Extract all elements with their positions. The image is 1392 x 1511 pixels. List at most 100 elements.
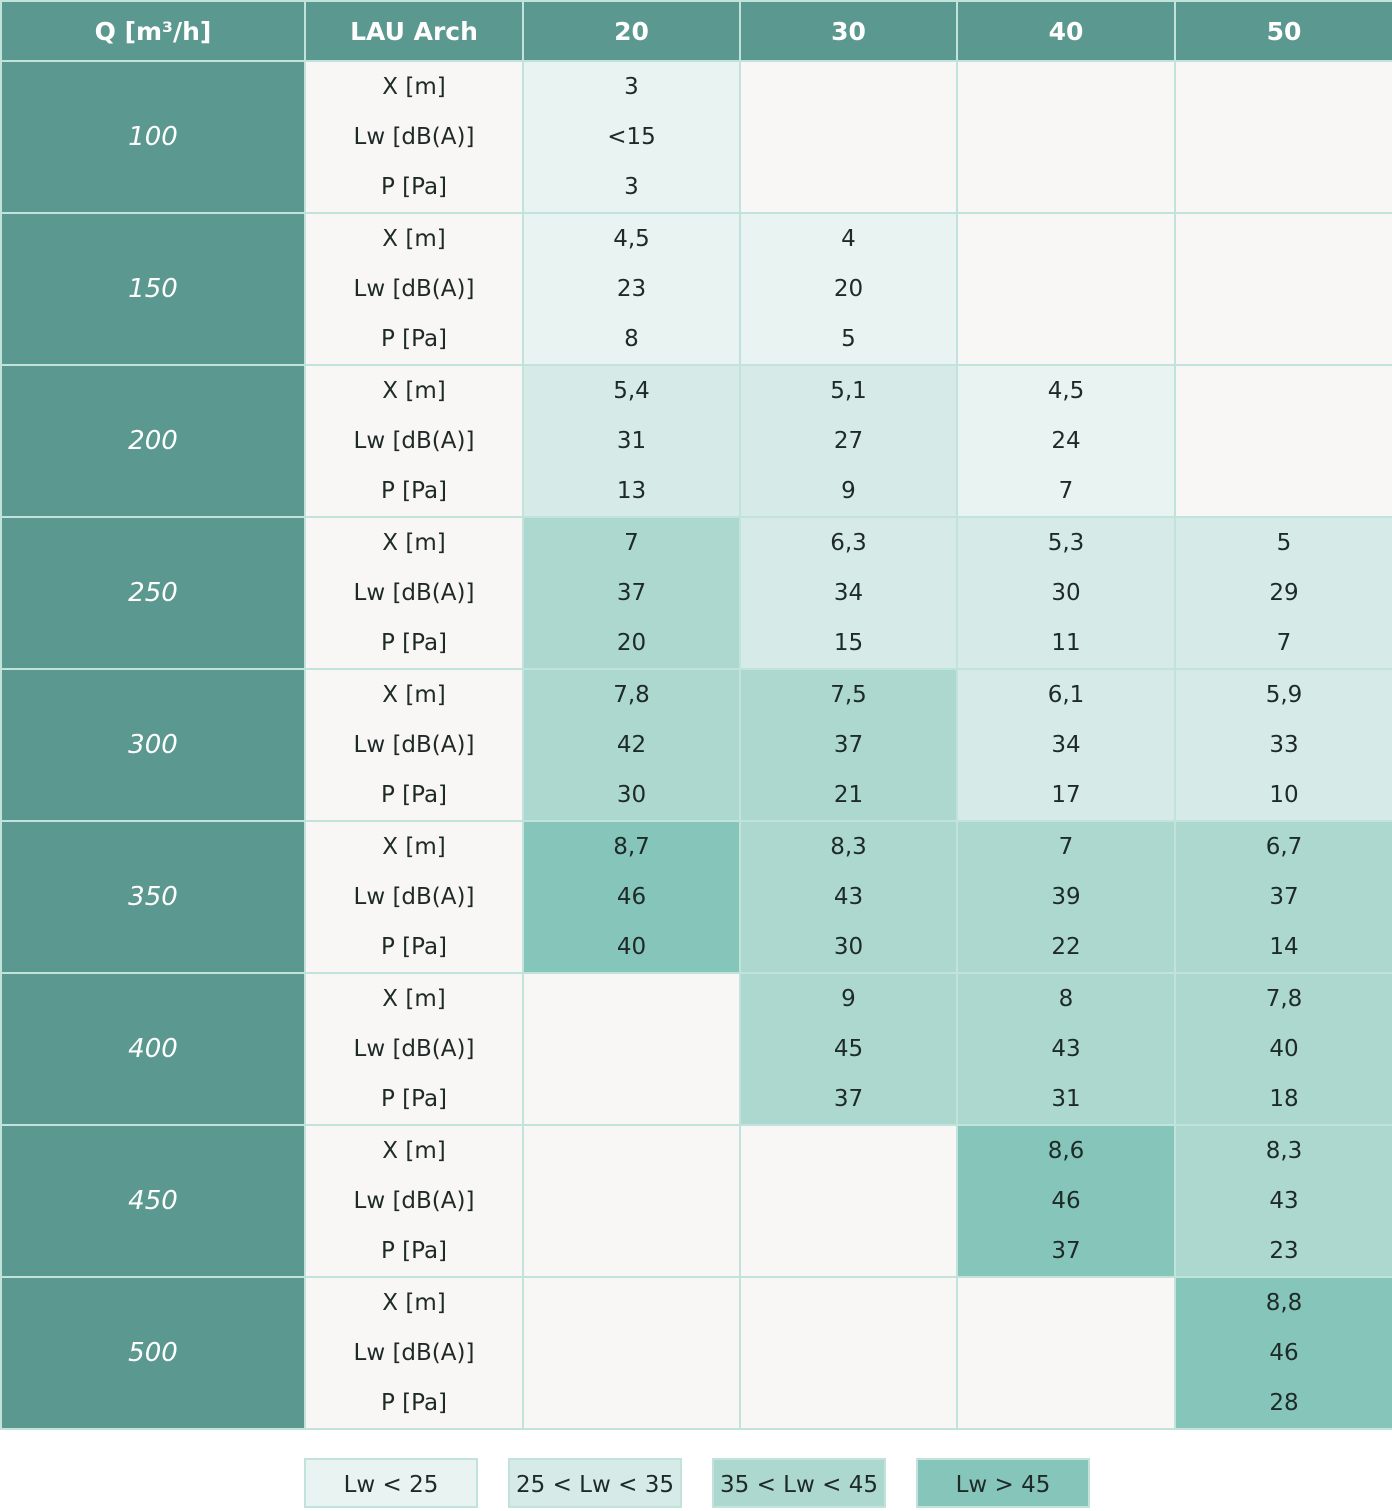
value-x: 5,1	[830, 378, 867, 404]
table-row: 350 X [m] Lw [dB(A)] P [Pa] 8,7 46 40 8,3 43 30 7 3…	[0, 820, 1392, 974]
table-row: 400 X [m] Lw [dB(A)] P [Pa] 9 45 37 8 43 31 7,8 40 1…	[0, 972, 1392, 1126]
empty-slot	[1176, 314, 1392, 364]
empty-slot	[524, 1328, 739, 1378]
empty-cell	[1174, 364, 1392, 518]
value-x: 4,5	[613, 226, 650, 252]
data-cell: 8,8 46 28	[1174, 1276, 1392, 1430]
data-cell: 8,3 43 30	[739, 820, 958, 974]
value-p: 9	[841, 478, 856, 504]
metric-labels-cell: X [m] Lw [dB(A)] P [Pa]	[304, 972, 524, 1126]
value-p: 17	[1051, 782, 1081, 808]
data-cell: 7,8 42 30	[522, 668, 741, 822]
data-cell: 8,6 46 37	[956, 1124, 1176, 1278]
value-p: 8	[624, 326, 639, 352]
table-body: 100 X [m] Lw [dB(A)] P [Pa] 3 <15 3 150 X [m] Lw …	[0, 60, 1392, 1430]
empty-slot	[524, 1278, 739, 1328]
empty-slot	[1176, 366, 1392, 416]
value-x: 6,3	[830, 530, 867, 556]
table-row: 450 X [m] Lw [dB(A)] P [Pa] 8,6 46 37 8,3 43 23	[0, 1124, 1392, 1278]
value-x: 8,3	[1265, 1138, 1303, 1164]
data-cell: 6,1 34 17	[956, 668, 1176, 822]
flow-rate-cell: 200	[0, 364, 306, 518]
legend-item: 35 < Lw < 45	[712, 1458, 886, 1508]
empty-slot	[741, 1126, 956, 1176]
empty-slot	[958, 1328, 1174, 1378]
value-p: 30	[833, 934, 864, 960]
value-lw: 20	[833, 276, 864, 302]
empty-cell	[522, 1276, 741, 1430]
data-cell: 7,5 37 21	[739, 668, 958, 822]
metric-label-p: P [Pa]	[380, 782, 448, 808]
value-x: 7,5	[830, 682, 867, 708]
value-lw: 46	[1269, 1340, 1299, 1366]
metric-label-p: P [Pa]	[380, 478, 448, 504]
value-x: 5,4	[613, 378, 650, 404]
value-p: 7	[1276, 630, 1292, 656]
data-cell: 4,5 23 8	[522, 212, 741, 366]
empty-slot	[1176, 466, 1392, 516]
empty-slot	[1176, 416, 1392, 466]
table-row: 200 X [m] Lw [dB(A)] P [Pa] 5,4 31 13 5,1 27 9 4,5…	[0, 364, 1392, 518]
data-cell: 5,1 27 9	[739, 364, 958, 518]
value-x: 7,8	[613, 682, 650, 708]
legend: Lw < 25 25 < Lw < 35 35 < Lw < 45 Lw > 45	[304, 1458, 1090, 1508]
value-lw: 45	[833, 1036, 864, 1062]
header-size-40: 40	[956, 0, 1176, 62]
metric-label-lw: Lw [dB(A)]	[353, 428, 475, 454]
metric-label-lw: Lw [dB(A)]	[353, 276, 475, 302]
value-x: 8,8	[1265, 1290, 1303, 1316]
value-lw: 24	[1051, 428, 1081, 454]
value-x: 8	[1058, 986, 1074, 1012]
empty-cell	[522, 972, 741, 1126]
value-lw: 39	[1051, 884, 1081, 910]
empty-slot	[741, 162, 956, 212]
empty-slot	[958, 214, 1174, 264]
legend-item: Lw < 25	[304, 1458, 478, 1508]
value-x: 6,7	[1265, 834, 1303, 860]
flow-rate-cell: 450	[0, 1124, 306, 1278]
empty-cell	[1174, 212, 1392, 366]
metric-label-lw: Lw [dB(A)]	[353, 1340, 475, 1366]
data-cell: 8,3 43 23	[1174, 1124, 1392, 1278]
value-x: 6,1	[1047, 682, 1085, 708]
metric-label-x: X [m]	[382, 682, 446, 708]
metric-labels-cell: X [m] Lw [dB(A)] P [Pa]	[304, 212, 524, 366]
value-lw: 37	[1269, 884, 1299, 910]
value-x: 3	[624, 74, 639, 100]
empty-slot	[958, 62, 1174, 112]
empty-slot	[958, 162, 1174, 212]
flow-rate-cell: 300	[0, 668, 306, 822]
metric-labels-cell: X [m] Lw [dB(A)] P [Pa]	[304, 364, 524, 518]
value-lw: 34	[1051, 732, 1081, 758]
value-x: 5,3	[1047, 530, 1085, 556]
value-p: 3	[624, 174, 639, 200]
table-row: 500 X [m] Lw [dB(A)] P [Pa] 8,8 46 28	[0, 1276, 1392, 1430]
metric-label-x: X [m]	[382, 378, 446, 404]
value-x: 9	[841, 986, 856, 1012]
empty-slot	[524, 1378, 739, 1428]
flow-rate-cell: 100	[0, 60, 306, 214]
value-x: 7,8	[1265, 986, 1303, 1012]
header-q: Q [m³/h]	[0, 0, 306, 62]
empty-slot	[524, 1226, 739, 1276]
value-lw: 31	[616, 428, 647, 454]
table-row: 250 X [m] Lw [dB(A)] P [Pa] 7 37 20 6,3 34 15 5,3 3…	[0, 516, 1392, 670]
metric-label-x: X [m]	[382, 74, 446, 100]
metric-label-lw: Lw [dB(A)]	[353, 884, 475, 910]
empty-slot	[524, 1024, 739, 1074]
metric-labels-cell: X [m] Lw [dB(A)] P [Pa]	[304, 516, 524, 670]
metric-label-lw: Lw [dB(A)]	[353, 580, 475, 606]
empty-slot	[1176, 214, 1392, 264]
metric-label-lw: Lw [dB(A)]	[353, 1036, 475, 1062]
value-lw: 43	[1051, 1036, 1081, 1062]
metric-label-lw: Lw [dB(A)]	[353, 1188, 475, 1214]
empty-slot	[1176, 112, 1392, 162]
metric-label-x: X [m]	[382, 986, 446, 1012]
data-cell: 8,7 46 40	[522, 820, 741, 974]
flow-rate-cell: 500	[0, 1276, 306, 1430]
value-p: 37	[833, 1086, 864, 1112]
metric-label-x: X [m]	[382, 834, 446, 860]
empty-slot	[958, 1378, 1174, 1428]
value-lw: 23	[616, 276, 647, 302]
empty-cell	[739, 1124, 958, 1278]
